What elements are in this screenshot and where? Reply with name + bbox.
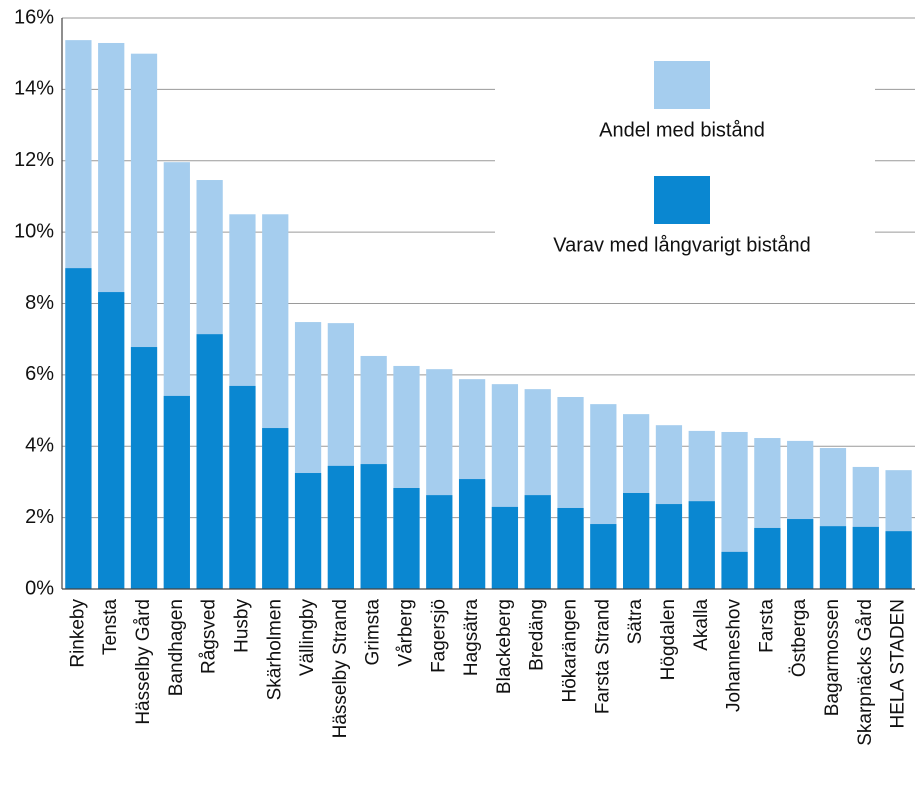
y-tick-label: 12% [14,149,54,171]
x-tick-label: Skarpnäcks Gård [855,599,876,746]
y-tick-label: 14% [14,78,54,100]
bar [294,473,322,589]
bar [688,501,715,589]
bar [458,479,486,589]
bar [98,292,125,589]
bar [557,507,584,589]
bar [65,268,92,589]
x-tick-label: Husby [231,599,252,653]
legend-swatch [654,61,710,109]
y-tick-label: 4% [25,435,54,457]
legend-label: Varav med långvarigt bistånd [553,234,811,256]
x-tick-label: Bredäng [527,599,548,671]
bar [623,493,650,589]
y-tick-label: 10% [14,220,54,242]
x-tick-label: Hässelby Gård [133,599,154,725]
y-tick-label: 2% [25,506,54,528]
x-tick-label: Vårberg [395,599,416,667]
bar [787,519,814,589]
bar [491,506,519,589]
legend-swatch [654,176,710,224]
bar [426,495,453,589]
x-tick-label: Farsta Strand [592,599,613,714]
x-tick-label: Hökarängen [560,599,581,703]
bar [196,334,223,589]
y-tick-label: 0% [25,577,54,599]
bar [721,551,748,589]
bar [852,526,879,589]
bar [262,428,289,589]
bar [360,464,387,589]
bar [163,395,190,589]
bar [130,347,158,589]
x-tick-label: Östberga [789,599,810,678]
x-tick-label: Akalla [691,599,712,651]
x-tick-label: Bandhagen [166,599,187,696]
x-tick-label: Vällingby [297,599,318,677]
x-tick-label: Johanneshov [724,599,745,713]
bar [754,527,781,589]
x-tick-label: Sätra [625,599,646,645]
bar [655,504,683,589]
x-tick-label: Skärholmen [264,599,285,700]
x-tick-label: Hässelby Strand [330,599,351,738]
y-tick-label: 16% [14,6,54,28]
bar [590,524,617,589]
x-tick-label: Rågsved [199,599,220,674]
x-tick-label: Farsta [756,599,777,653]
bar [327,465,354,589]
x-tick-label: Hagsätra [461,599,482,677]
x-tick-label: Rinkeby [67,599,88,668]
x-tick-label: Tensta [100,599,121,655]
bar [229,385,256,589]
bar [393,488,420,589]
x-tick-label: Bagarmossen [822,599,843,716]
x-tick-label: Grimsta [363,599,384,666]
y-tick-label: 8% [25,292,54,314]
x-tick-label: HELA STADEN [888,599,909,729]
x-tick-label: Blackeberg [494,599,515,694]
bar [885,531,912,589]
x-tick-label: Fagersjö [428,599,449,673]
bar [819,526,847,589]
y-tick-label: 6% [25,363,54,385]
legend-label: Andel med bistånd [599,119,765,141]
x-tick-label: Högdalen [658,599,679,680]
bar [524,495,551,589]
